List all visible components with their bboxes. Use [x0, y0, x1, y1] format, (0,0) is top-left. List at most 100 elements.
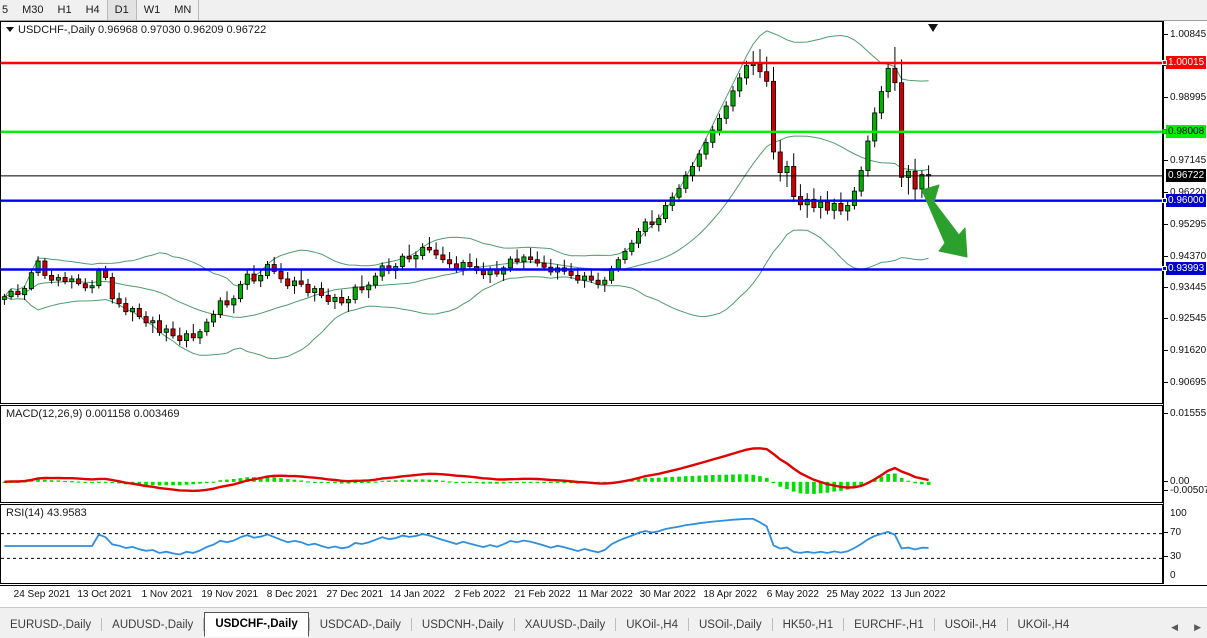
tick-label: 70: [1170, 526, 1182, 538]
price-pane[interactable]: USDCHF-,Daily 0.96968 0.97030 0.96209 0.…: [0, 21, 1163, 404]
tab-separator: [771, 618, 773, 631]
tick-label: 0.91620: [1170, 344, 1207, 356]
tab-separator: [615, 618, 617, 631]
tab-separator: [101, 618, 103, 631]
tab-prev-icon[interactable]: ◀: [1171, 622, 1179, 632]
tick-label: 100: [1170, 508, 1187, 519]
timeframe-button-d1[interactable]: D1: [106, 0, 137, 20]
chart-tab-bar: EURUSD-,Daily AUDUSD-,Daily USDCHF-,Daily U…: [0, 607, 1207, 638]
price-badge-level-blue[interactable]: 0.93993: [1162, 262, 1207, 276]
tick-dash: [1164, 349, 1168, 351]
price-tick: 0.97145: [1164, 155, 1207, 166]
collapse-triangle-icon[interactable]: [6, 26, 14, 32]
tick-label: 0.90695: [1170, 376, 1207, 388]
rsi-tick: 0: [1164, 570, 1207, 581]
tick-label: 0.92545: [1170, 313, 1207, 325]
date-label: 21 Feb 2022: [514, 589, 571, 600]
chart-area: USDCHF-,Daily 0.96968 0.97030 0.96209 0.…: [0, 21, 1207, 606]
price-pane-title: USDCHF-,Daily 0.96968 0.97030 0.96209 0.…: [6, 24, 266, 36]
time-scale[interactable]: 24 Sep 2021 13 Oct 2021 1 Nov 2021 19 Nov 2…: [0, 585, 1207, 606]
date-label: 19 Nov 2021: [201, 589, 259, 600]
tick-label: 1.00845: [1170, 28, 1207, 40]
price-tick: 0.94370: [1164, 251, 1207, 262]
level-handle[interactable]: [1162, 128, 1167, 134]
tick-dash: [1164, 413, 1168, 414]
date-label: 18 Apr 2022: [703, 589, 758, 600]
macd-pane[interactable]: MACD(12,26,9) 0.001158 0.003469: [0, 405, 1163, 503]
chart-tab-usdchf-daily[interactable]: USDCHF-,Daily: [204, 612, 309, 637]
macd-tick: 0.01555: [1164, 408, 1207, 419]
tick-label: 0: [1170, 570, 1176, 581]
chart-tab-usdcnh-daily[interactable]: USDCNH-,Daily: [421, 619, 504, 631]
date-label: 13 Jun 2022: [890, 589, 946, 600]
tick-dash: [1164, 96, 1168, 98]
timeframe-button-h1[interactable]: H1: [57, 4, 72, 16]
chart-tab-usdcad-daily[interactable]: USDCAD-,Daily: [319, 619, 401, 631]
timeframe-button-group: 5 M30 H1 H4 D1 W1 MN: [0, 0, 200, 20]
tab-separator: [933, 618, 935, 631]
timeframe-button-5[interactable]: 5: [2, 4, 9, 16]
tab-next-icon[interactable]: ▶: [1194, 622, 1201, 632]
date-label: 24 Sep 2021: [13, 589, 71, 600]
date-label: 13 Oct 2021: [77, 589, 132, 600]
level-handle[interactable]: [1162, 59, 1167, 65]
date-label: 14 Jan 2022: [389, 589, 445, 600]
tick-dash: [1164, 381, 1168, 383]
tab-separator: [843, 618, 845, 631]
tick-label: 0.01555: [1170, 408, 1207, 419]
price-chart-canvas: [1, 24, 1162, 360]
tick-dash: [1164, 33, 1168, 35]
timeframe-button-m30[interactable]: M30: [22, 4, 44, 16]
price-tick: 0.93445: [1164, 282, 1207, 293]
timeframe-button-h4[interactable]: H4: [85, 4, 100, 16]
price-tick: 0.92545: [1164, 313, 1207, 324]
tick-label: 0.97145: [1170, 155, 1207, 167]
chart-tab-ukoil-h4[interactable]: UKOil-,H4: [626, 619, 678, 631]
tab-nav-buttons: ◀ ▶: [1171, 622, 1207, 633]
timeframe-button-w1[interactable]: W1: [143, 4, 161, 16]
price-badge-level-blue[interactable]: 0.96000: [1162, 193, 1207, 207]
tick-dash: [1164, 318, 1168, 320]
chart-tab-eurchf-h1[interactable]: EURCHF-,H1: [854, 619, 924, 631]
tick-dash: [1164, 192, 1168, 194]
chart-tab-audusd-daily[interactable]: AUDUSD-,Daily: [112, 619, 194, 631]
date-label: 11 Mar 2022: [577, 589, 633, 600]
chart-tab-list: EURUSD-,Daily AUDUSD-,Daily USDCHF-,Daily U…: [0, 612, 1079, 638]
level-handle[interactable]: [1162, 266, 1167, 272]
price-scale[interactable]: 1.008450.999200.989950.980700.971450.962…: [1162, 21, 1207, 584]
price-badge-resistance[interactable]: 1.00015: [1162, 55, 1207, 69]
tick-dash: [1164, 556, 1168, 558]
timeframe-toolbar: 5 M30 H1 H4 D1 W1 MN: [0, 0, 1207, 21]
tick-label: 0.00: [1170, 476, 1190, 488]
price-tick: 0.95295: [1164, 219, 1207, 230]
macd-tick: 0.00: [1164, 476, 1207, 487]
macd-chart-canvas: [2, 447, 931, 494]
chart-tab-eurusd-daily[interactable]: EURUSD-,Daily: [10, 619, 92, 631]
chart-tab-usoil-h4[interactable]: USOil-,H4: [944, 619, 997, 631]
chart-tab-xauusd-daily[interactable]: XAUUSD-,Daily: [524, 619, 606, 631]
chart-tab-hk50-h1[interactable]: HK50-,H1: [782, 619, 834, 631]
price-tick: 0.91620: [1164, 345, 1207, 356]
tick-label: 30: [1170, 551, 1182, 563]
chart-tab-usoil-daily[interactable]: USOil-,Daily: [698, 619, 762, 631]
price-tick: 0.90695: [1164, 377, 1207, 388]
tick-dash: [1164, 490, 1168, 491]
tab-separator: [203, 618, 205, 631]
price-badge-last-price[interactable]: 0.96722: [1166, 168, 1207, 182]
rsi-tick: 100: [1164, 508, 1207, 519]
chart-tab-ukoil-h4[interactable]: UKOil-,H4: [1017, 619, 1070, 631]
date-label: 2 Feb 2022: [454, 589, 506, 600]
tick-label: 0.94370: [1170, 250, 1207, 262]
level-handle[interactable]: [1162, 197, 1167, 203]
rsi-tick: 30: [1164, 551, 1207, 562]
tab-separator: [410, 618, 412, 631]
tick-dash: [1164, 287, 1168, 289]
price-pane-title-text: USDCHF-,Daily 0.96968 0.97030 0.96209 0.…: [18, 24, 267, 36]
price-badge-support-green[interactable]: 0.98008: [1162, 124, 1207, 138]
rsi-pane[interactable]: RSI(14) 43.9583: [0, 504, 1163, 584]
timeframe-button-mn[interactable]: MN: [174, 4, 192, 16]
date-label: 8 Dec 2021: [266, 589, 318, 600]
rsi-tick: 70: [1164, 527, 1207, 538]
tab-separator: [308, 618, 310, 631]
